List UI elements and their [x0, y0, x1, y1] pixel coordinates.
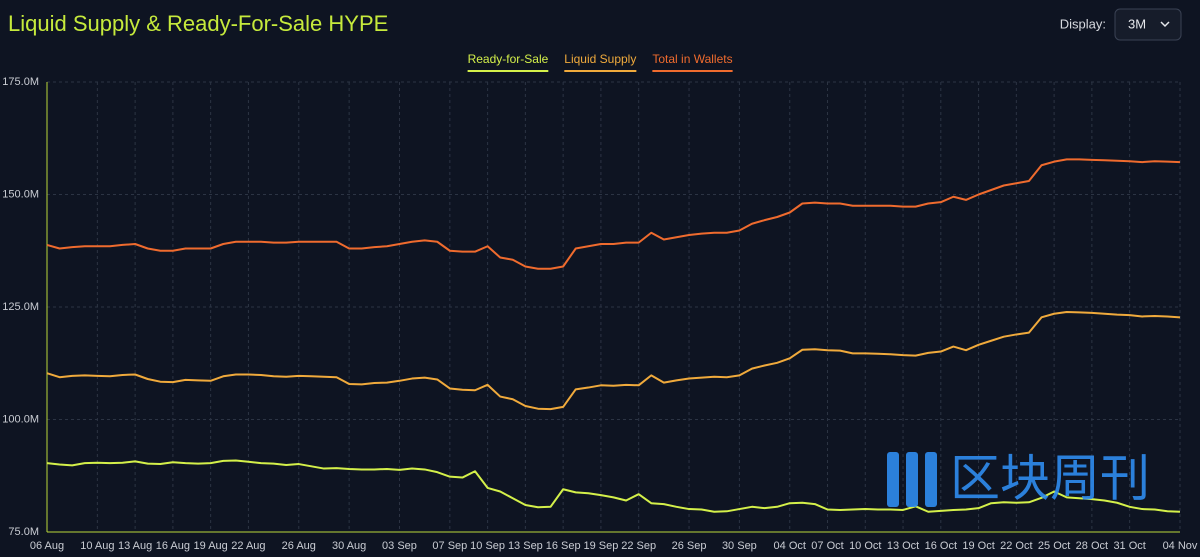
chart-title: Liquid Supply & Ready-For-Sale HYPE [8, 11, 388, 36]
x-tick-label: 25 Oct [1038, 540, 1070, 552]
x-tick-label: 16 Aug [156, 540, 190, 552]
y-tick-label: 125.0M [2, 301, 39, 313]
watermark-text: 区块周刊 [950, 450, 1150, 508]
series-line [46, 459, 1181, 513]
x-tick-label: 22 Aug [231, 540, 265, 552]
x-tick-label: 22 Sep [621, 540, 656, 552]
dropdown-box[interactable] [1114, 8, 1182, 41]
x-tick-label: 10 Oct [849, 540, 881, 552]
dropdown-chevron[interactable] [1160, 21, 1170, 28]
display-label: Display: [1060, 16, 1106, 31]
watermark: 区块周刊 [887, 450, 1150, 508]
y-tick-label: 150.0M [2, 188, 39, 200]
y-tick-label: 75.0M [8, 526, 39, 538]
legend: Ready-for-Sale Liquid Supply Total in Wall… [467, 52, 733, 72]
x-tick-label: 30 Sep [722, 540, 757, 552]
x-tick-label: 16 Oct [925, 540, 957, 552]
x-tick-label: 10 Aug [80, 540, 114, 552]
x-tick-label: 07 Sep [432, 540, 467, 552]
legend-label: Ready-for-Sale [468, 52, 549, 66]
series-line [46, 158, 1181, 270]
x-tick-label: 07 Oct [811, 540, 843, 552]
plot-area: 75.0M 100.0M 125.0M 150.0M 175.0M 06 Aug 10 Au… [2, 76, 1198, 552]
x-tick-label: 03 Sep [382, 540, 417, 552]
x-tick-label: 26 Sep [672, 540, 707, 552]
x-tick-label: 13 Aug [118, 540, 152, 552]
x-tick-label: 06 Aug [30, 540, 64, 552]
legend-label: Liquid Supply [564, 52, 636, 66]
x-tick-label: 19 Oct [962, 540, 994, 552]
watermark-logo [887, 452, 899, 507]
x-tick-label: 22 Oct [1000, 540, 1032, 552]
x-tick-label: 30 Aug [332, 540, 366, 552]
watermark-logo [906, 452, 918, 507]
x-tick-label: 04 Nov [1163, 540, 1198, 552]
x-tick-label: 26 Aug [282, 540, 316, 552]
watermark-logo [925, 452, 937, 507]
x-tick-label: 19 Aug [194, 540, 228, 552]
x-tick-label: 04 Oct [774, 540, 806, 552]
display-dropdown[interactable]: 3M [1114, 8, 1182, 41]
x-tick-label: 13 Sep [508, 540, 543, 552]
series-line [46, 310, 1181, 411]
x-tick-label: 19 Sep [583, 540, 618, 552]
x-tick-label: 13 Oct [887, 540, 919, 552]
x-tick-label: 31 Oct [1113, 540, 1145, 552]
legend-label: Total in Wallets [652, 52, 732, 66]
dropdown-value[interactable]: 3M [1128, 16, 1146, 31]
y-tick-label: 175.0M [2, 76, 39, 88]
x-tick-label: 28 Oct [1076, 540, 1108, 552]
x-tick-label: 10 Sep [470, 540, 505, 552]
y-tick-label: 100.0M [2, 413, 39, 425]
x-tick-label: 16 Sep [546, 540, 581, 552]
